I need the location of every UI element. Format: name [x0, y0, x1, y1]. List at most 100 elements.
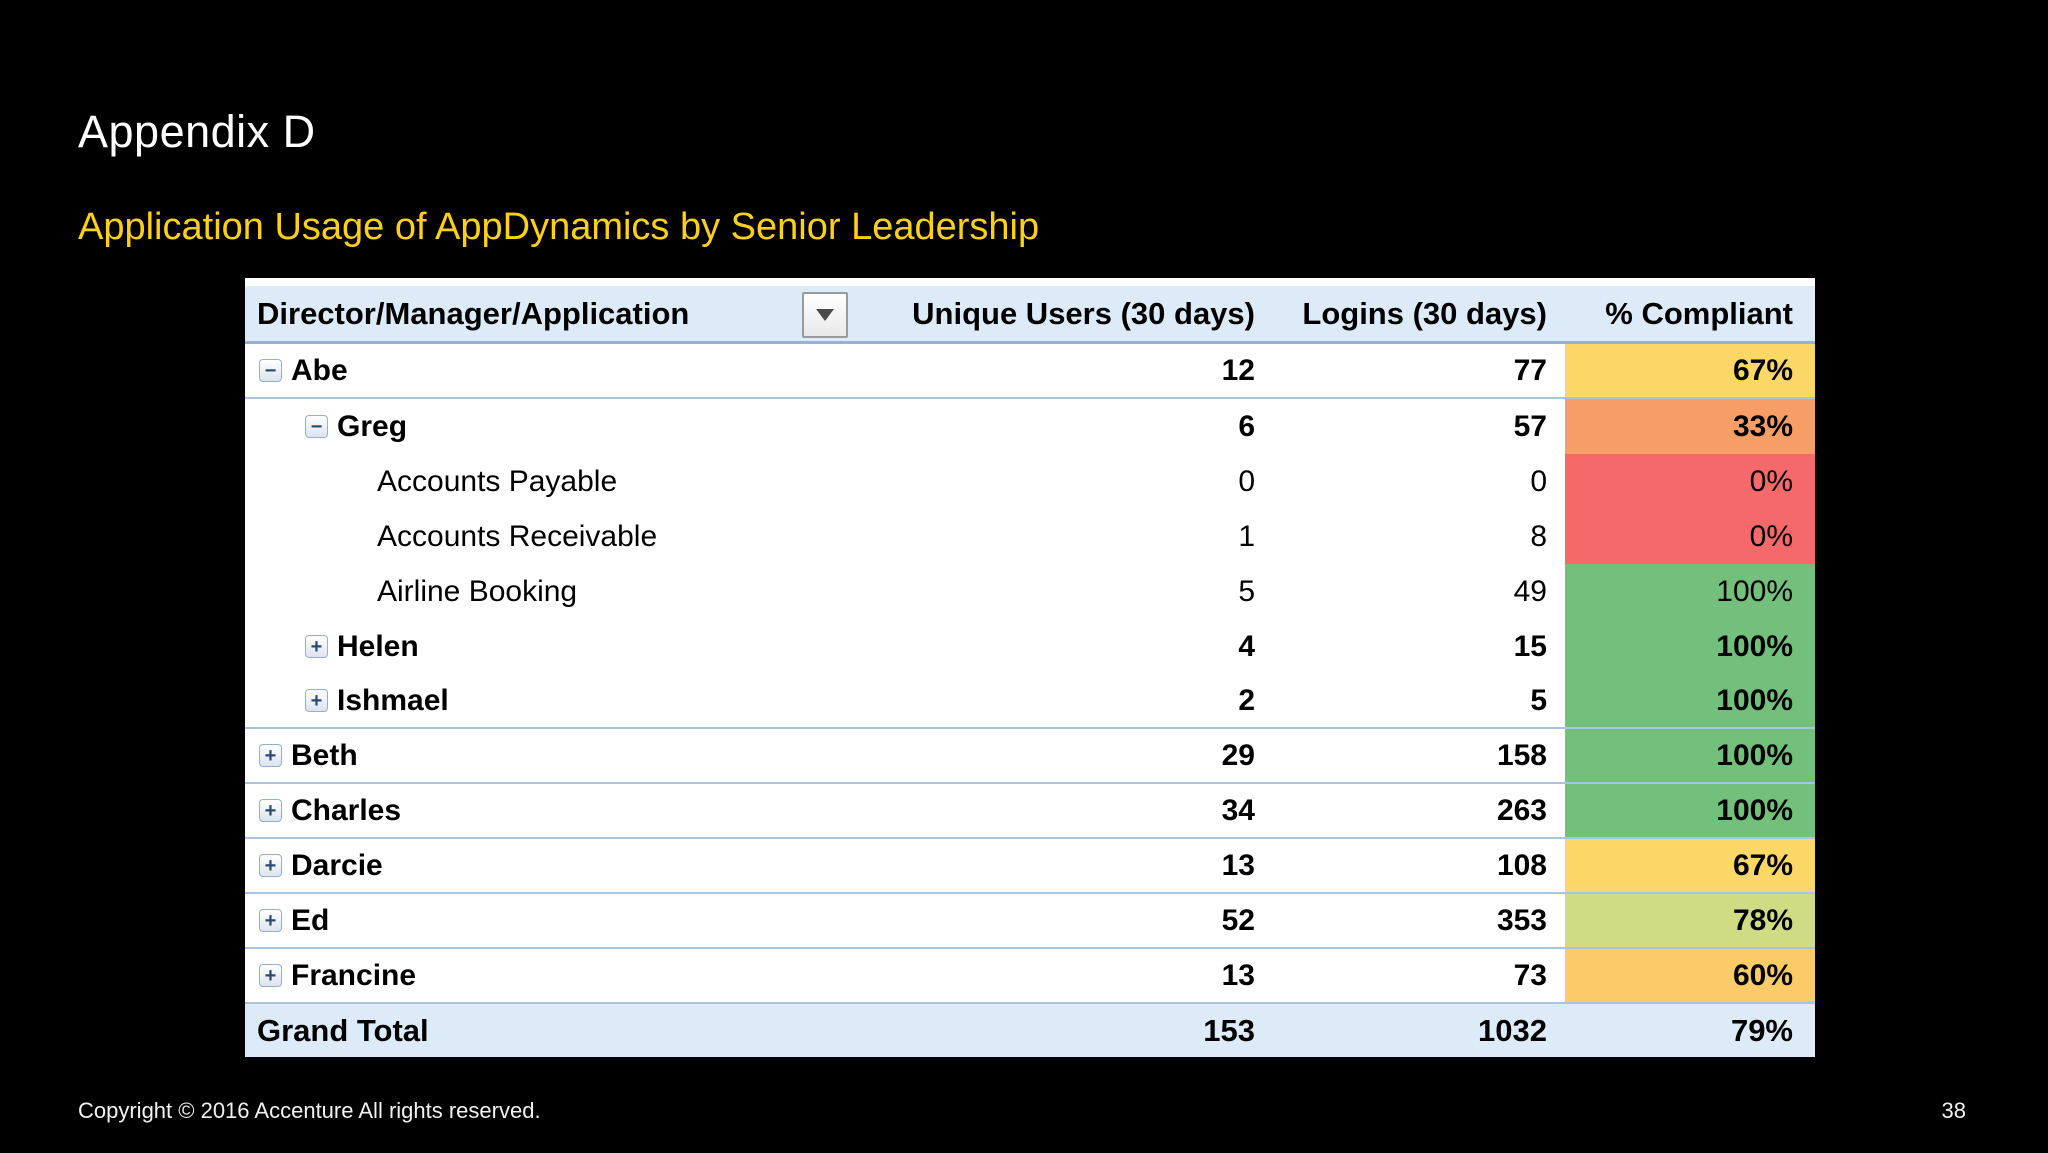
row-logins: 263 — [1496, 793, 1547, 827]
grand-total-label: Grand Total — [257, 1012, 429, 1048]
row-name-cell: + Ishmael — [245, 674, 863, 727]
table-top-strip — [245, 278, 1815, 286]
column-header-label: Director/Manager/Application — [257, 295, 690, 331]
table-row: − Abe 12 77 67% — [245, 344, 1815, 399]
row-unique-users: 5 — [1238, 574, 1255, 608]
row-label: Charles — [291, 793, 402, 827]
table-row: Accounts Receivable 1 8 0% — [245, 509, 1815, 564]
row-unique-users: 6 — [1238, 409, 1255, 443]
footer-page-number: 38 — [1941, 1098, 1966, 1123]
column-header-unique-users: Unique Users (30 days) — [912, 295, 1255, 331]
row-label: Beth — [291, 738, 358, 772]
row-label: Francine — [291, 958, 417, 992]
column-header-compliant: % Compliant — [1605, 295, 1793, 331]
row-label: Airline Booking — [377, 574, 578, 608]
expand-icon[interactable]: + — [259, 744, 282, 767]
row-compliant: 33% — [1565, 399, 1815, 454]
expand-icon[interactable]: + — [259, 799, 282, 822]
row-name-cell: + Helen — [245, 619, 863, 674]
grand-total-compliant: 79% — [1730, 1012, 1793, 1048]
grand-total-unique-users: 153 — [1203, 1012, 1255, 1048]
filter-dropdown-button[interactable] — [802, 292, 848, 338]
row-logins: 15 — [1513, 629, 1547, 663]
table-body: − Abe 12 77 67% − Greg 6 57 33% Accounts Payable 0 0… — [245, 344, 1815, 1004]
row-compliant: 100% — [1565, 674, 1815, 727]
row-unique-users: 0 — [1238, 464, 1255, 498]
row-label: Ishmael — [337, 683, 449, 717]
row-compliant: 100% — [1565, 729, 1815, 782]
row-compliant: 67% — [1565, 839, 1815, 892]
table-row: Airline Booking 5 49 100% — [245, 564, 1815, 619]
row-name-cell: + Charles — [245, 784, 863, 837]
page-title: Appendix D — [78, 106, 316, 157]
row-logins: 353 — [1496, 903, 1547, 937]
expand-icon[interactable]: + — [305, 689, 328, 712]
row-name-cell: − Abe — [245, 344, 863, 397]
row-compliant: 0% — [1565, 509, 1815, 564]
row-logins: 77 — [1513, 353, 1547, 387]
row-logins: 158 — [1496, 738, 1547, 772]
row-compliant: 78% — [1565, 894, 1815, 947]
grand-total-row: Grand Total 153 1032 79% — [245, 1004, 1815, 1057]
row-logins: 5 — [1530, 683, 1547, 717]
table-row: + Darcie 13 108 67% — [245, 839, 1815, 894]
row-unique-users: 2 — [1238, 683, 1255, 717]
row-unique-users: 13 — [1221, 958, 1255, 992]
row-name-cell: Airline Booking — [245, 564, 863, 619]
row-compliant: 67% — [1565, 344, 1815, 397]
row-logins: 73 — [1513, 958, 1547, 992]
row-compliant: 0% — [1565, 454, 1815, 509]
row-unique-users: 29 — [1221, 738, 1255, 772]
row-unique-users: 4 — [1238, 629, 1255, 663]
row-label: Accounts Payable — [377, 464, 618, 498]
expand-icon[interactable]: + — [305, 635, 328, 658]
table-row: + Helen 4 15 100% — [245, 619, 1815, 674]
row-label: Darcie — [291, 848, 383, 882]
row-logins: 0 — [1530, 464, 1547, 498]
row-label: Abe — [291, 353, 348, 387]
expand-icon[interactable]: + — [259, 854, 282, 877]
chevron-down-icon — [816, 309, 834, 321]
row-unique-users: 1 — [1238, 519, 1255, 553]
row-unique-users: 34 — [1221, 793, 1255, 827]
row-unique-users: 13 — [1221, 848, 1255, 882]
table-row: + Francine 13 73 60% — [245, 949, 1815, 1004]
row-label: Accounts Receivable — [377, 519, 658, 553]
row-unique-users: 12 — [1221, 353, 1255, 387]
table-row: Accounts Payable 0 0 0% — [245, 454, 1815, 509]
table-header-row: Director/Manager/Application Unique User… — [245, 286, 1815, 344]
row-unique-users: 52 — [1221, 903, 1255, 937]
table-row: − Greg 6 57 33% — [245, 399, 1815, 454]
row-name-cell: + Ed — [245, 894, 863, 947]
row-name-cell: Accounts Payable — [245, 454, 863, 509]
collapse-icon[interactable]: − — [259, 359, 282, 382]
row-name-cell: − Greg — [245, 399, 863, 454]
row-compliant: 100% — [1565, 619, 1815, 674]
grand-total-logins: 1032 — [1478, 1012, 1547, 1048]
column-header-director-manager-application: Director/Manager/Application — [245, 286, 863, 341]
row-label: Ed — [291, 903, 330, 937]
row-name-cell: + Francine — [245, 949, 863, 1002]
column-header-logins: Logins (30 days) — [1302, 295, 1547, 331]
row-logins: 49 — [1513, 574, 1547, 608]
slide-subtitle: Application Usage of AppDynamics by Seni… — [78, 206, 1040, 248]
row-compliant: 100% — [1565, 784, 1815, 837]
row-logins: 108 — [1496, 848, 1547, 882]
row-compliant: 100% — [1565, 564, 1815, 619]
row-logins: 8 — [1530, 519, 1547, 553]
row-label: Helen — [337, 629, 419, 663]
expand-icon[interactable]: + — [259, 964, 282, 987]
table-row: + Ed 52 353 78% — [245, 894, 1815, 949]
row-logins: 57 — [1513, 409, 1547, 443]
row-name-cell: + Beth — [245, 729, 863, 782]
row-label: Greg — [337, 409, 408, 443]
row-name-cell: Accounts Receivable — [245, 509, 863, 564]
expand-icon[interactable]: + — [259, 909, 282, 932]
table-row: + Ishmael 2 5 100% — [245, 674, 1815, 729]
row-compliant: 60% — [1565, 949, 1815, 1002]
row-name-cell: + Darcie — [245, 839, 863, 892]
footer-copyright: Copyright © 2016 Accenture All rights re… — [78, 1098, 541, 1123]
table-row: + Beth 29 158 100% — [245, 729, 1815, 784]
collapse-icon[interactable]: − — [305, 415, 328, 438]
